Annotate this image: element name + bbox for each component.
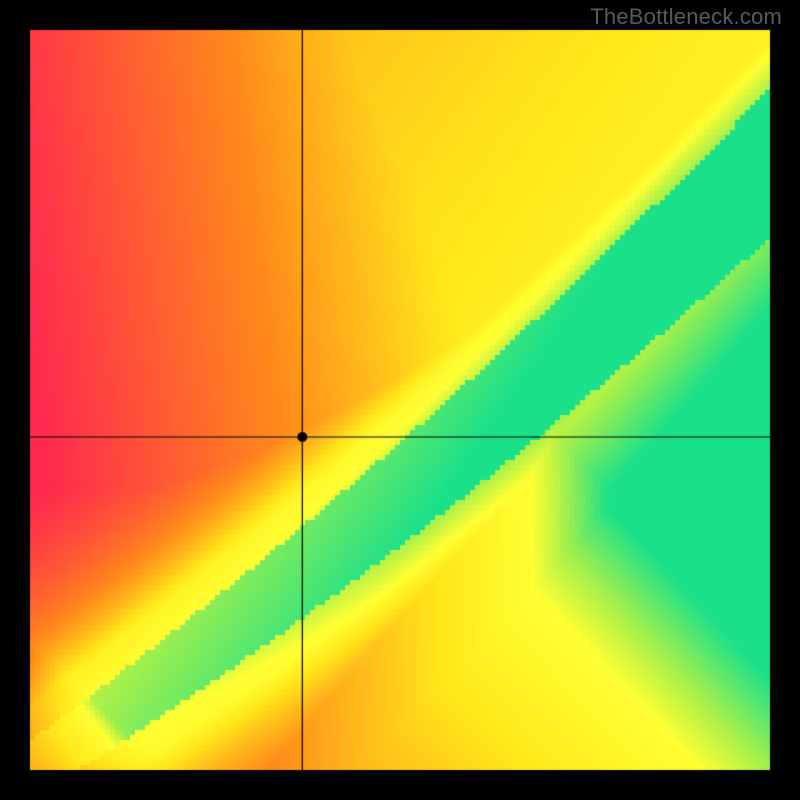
- watermark-text: TheBottleneck.com: [590, 4, 782, 30]
- bottleneck-heatmap: [0, 0, 800, 800]
